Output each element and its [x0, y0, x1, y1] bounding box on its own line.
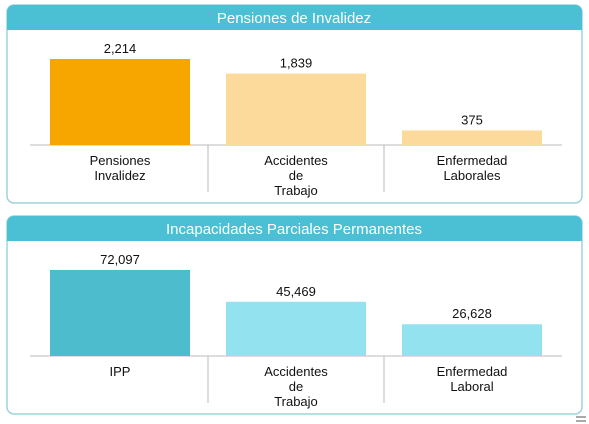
value-label: 1,839 — [280, 56, 313, 71]
category-label: Enfermedad Laborales — [437, 153, 508, 183]
bar — [50, 270, 190, 356]
panel-title: Incapacidades Parciales Permanentes — [166, 221, 422, 238]
category-label: IPP — [110, 364, 131, 379]
panel-header — [7, 5, 582, 30]
panel-title: Pensiones de Invalidez — [217, 10, 371, 27]
bar — [402, 130, 542, 145]
category-label: Enfermedad Laboral — [437, 364, 508, 394]
category-label: Accidentes de Trabajo — [264, 153, 328, 198]
value-label: 45,469 — [276, 284, 316, 299]
bar — [226, 301, 366, 356]
value-label: 375 — [461, 112, 483, 127]
bar — [50, 59, 190, 145]
panel-header — [7, 216, 582, 241]
category-label: Pensiones Invalidez — [90, 153, 151, 183]
category-label: Accidentes de Trabajo — [264, 364, 328, 409]
value-label: 2,214 — [104, 41, 137, 56]
value-label: 26,628 — [452, 306, 492, 321]
bar — [226, 73, 366, 145]
value-label: 72,097 — [100, 252, 140, 267]
bar — [402, 324, 542, 356]
